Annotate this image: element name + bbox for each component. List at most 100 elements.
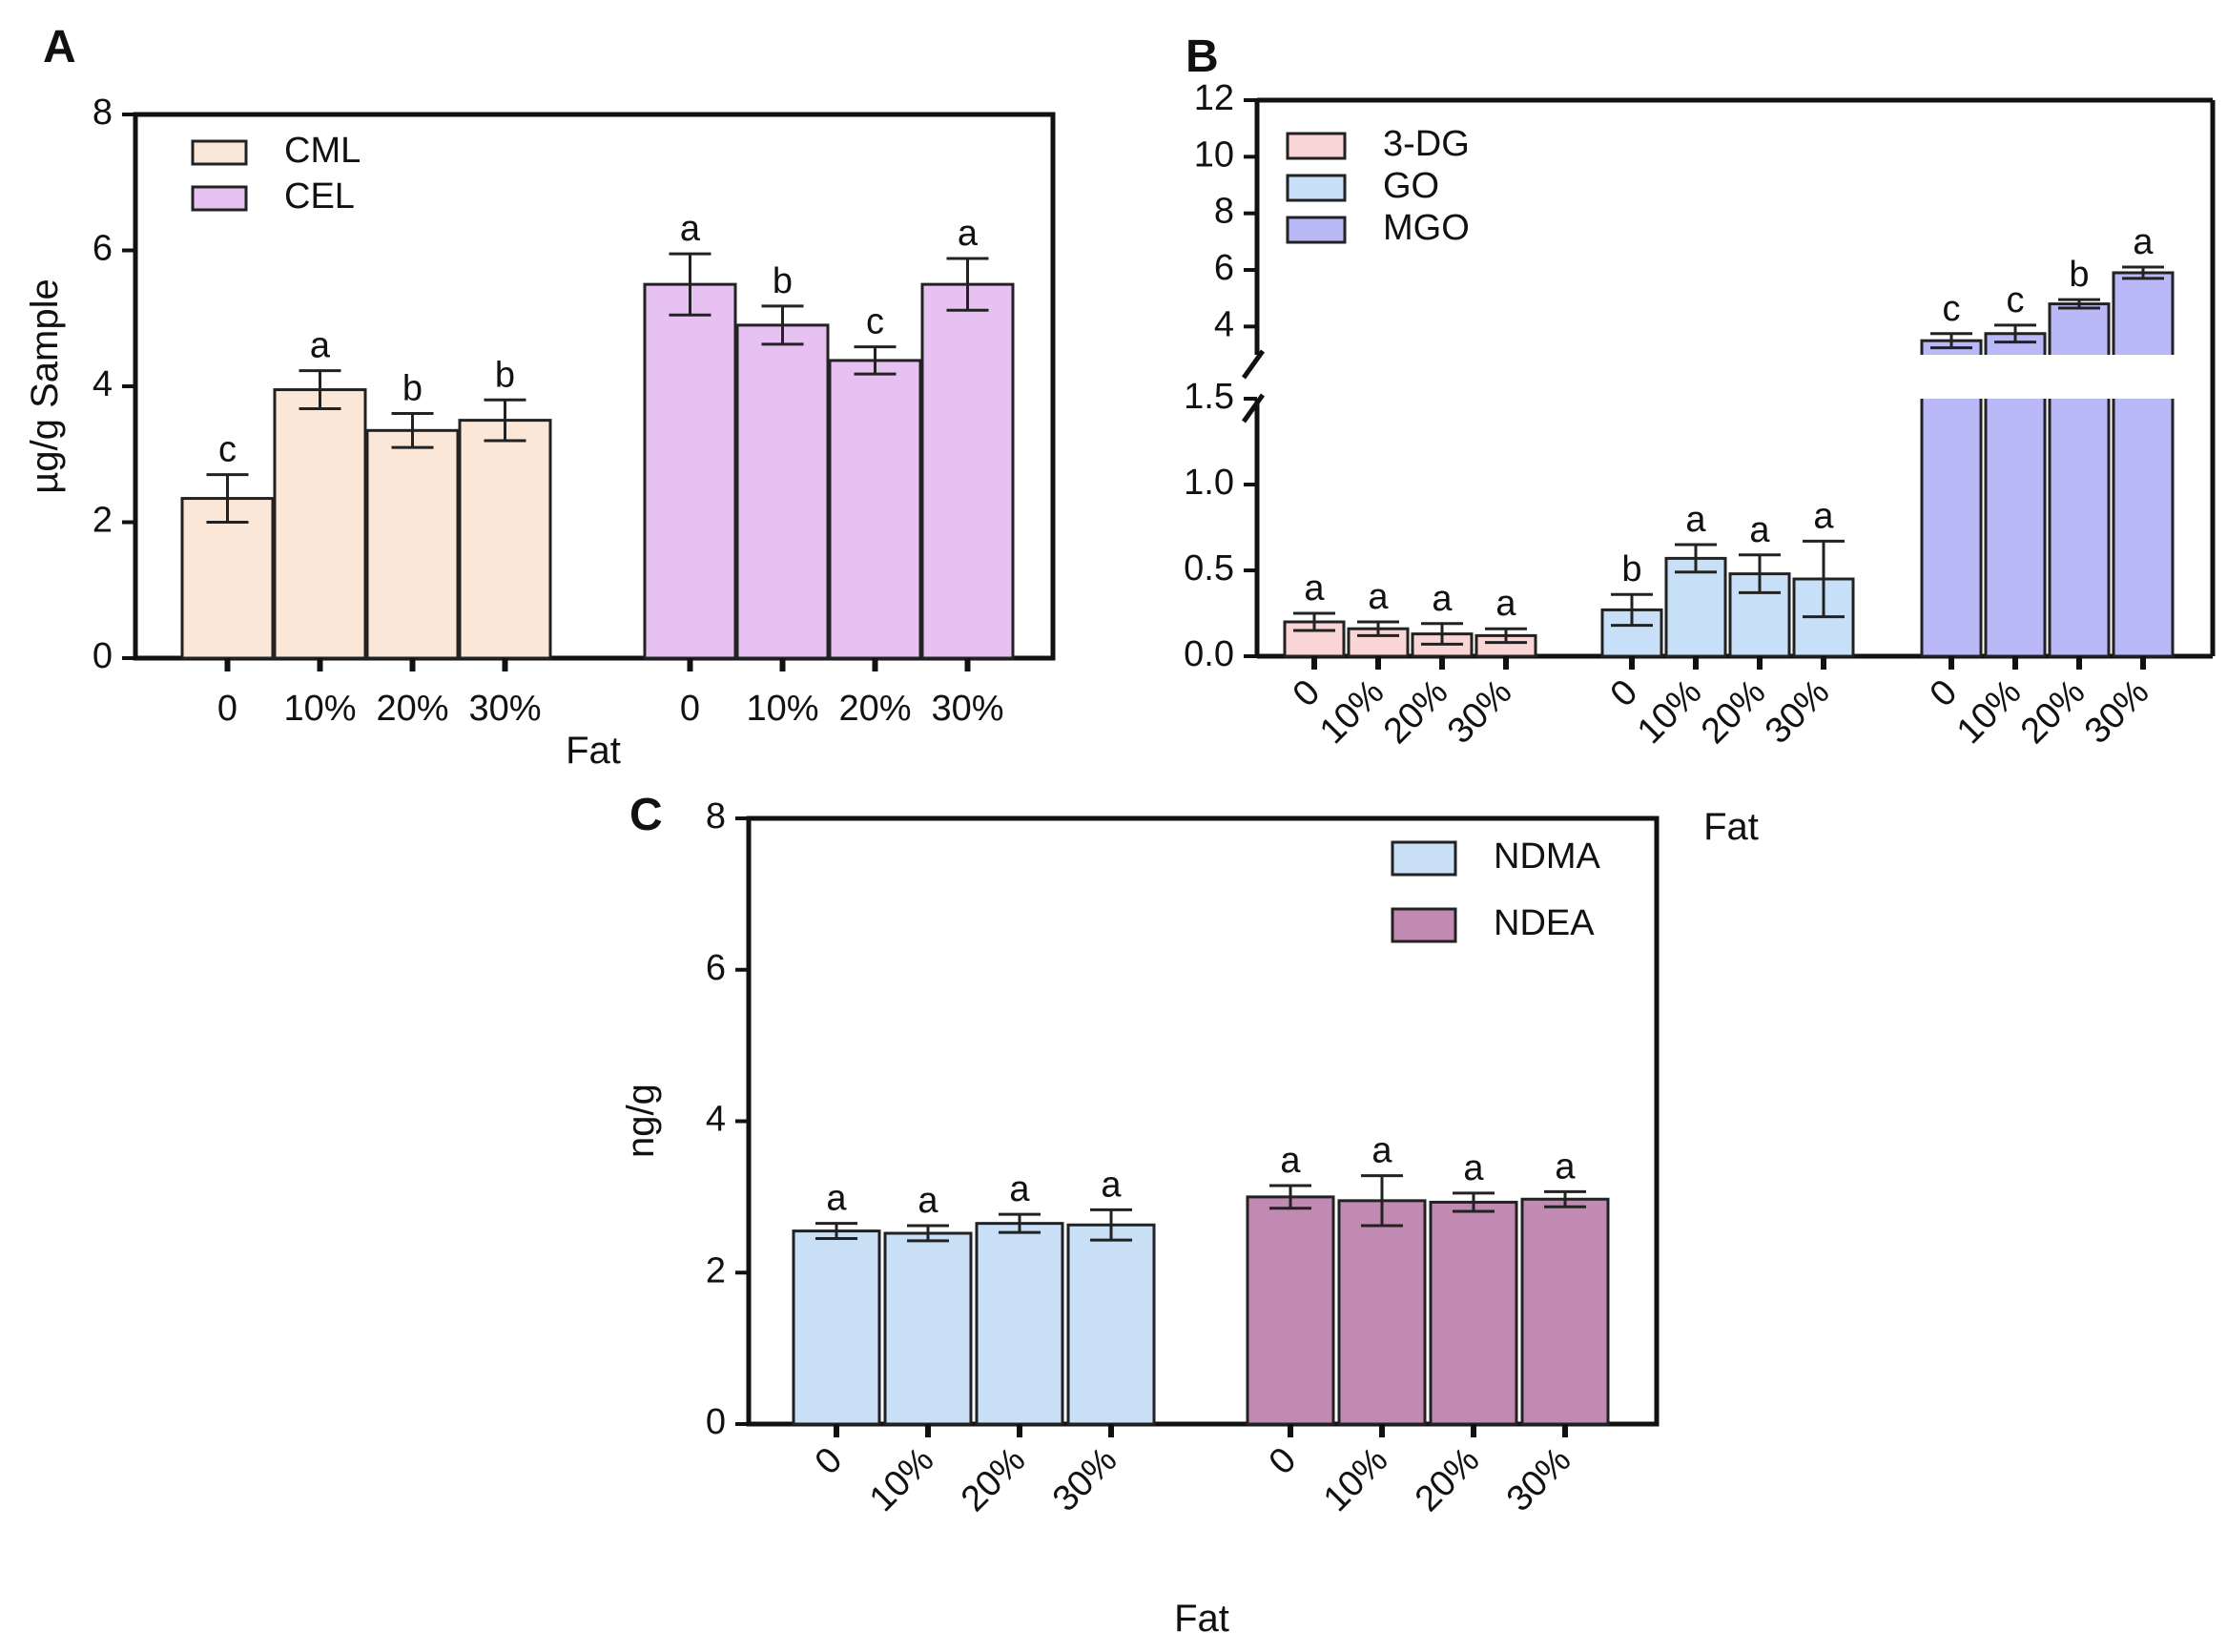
- x-axis-label: Fat: [1174, 1598, 1229, 1640]
- y-tick-label: 0: [706, 1402, 726, 1442]
- bar: [792, 1229, 881, 1426]
- x-tick-label: 20%: [2013, 672, 2093, 752]
- significance-letter: a: [1685, 500, 1706, 540]
- x-tick-label: 0: [217, 689, 237, 729]
- x-tick-label: 30%: [1758, 672, 1837, 752]
- legend-label: NDMA: [1494, 836, 1601, 877]
- bar: [458, 419, 552, 660]
- legend-label: GO: [1383, 166, 1439, 206]
- bar: [365, 428, 460, 660]
- significance-letter: b: [402, 369, 423, 409]
- significance-letter: b: [773, 261, 793, 301]
- y-tick-label: 12: [1194, 78, 1234, 118]
- axis-break-gap: [1918, 355, 2176, 399]
- x-axis-label: Fat: [1703, 806, 1759, 848]
- y-tick-label: 2: [706, 1250, 726, 1291]
- panel-letter: A: [43, 22, 76, 72]
- x-tick-label: 20%: [838, 689, 911, 729]
- significance-letter: a: [1304, 568, 1325, 609]
- significance-letter: a: [918, 1181, 938, 1221]
- x-tick-label: 30%: [2077, 672, 2156, 752]
- bar: [643, 282, 737, 660]
- x-tick-label: 20%: [1408, 1440, 1487, 1519]
- bar: [1429, 1200, 1518, 1426]
- x-tick-label: 10%: [283, 689, 356, 729]
- y-tick-label: 4: [706, 1100, 726, 1140]
- x-tick-label: 30%: [1499, 1440, 1578, 1519]
- y-tick-label: 8: [93, 93, 113, 133]
- x-tick-label: 10%: [1312, 672, 1392, 752]
- significance-letter: a: [1555, 1146, 1576, 1187]
- panel-a: A 0 2 4 6 8 c 0 a 10% b 20% b 30% a 0 b 10% c 20% a 30% CML CEL…: [24, 22, 1056, 772]
- y-tick-label: 1.0: [1184, 463, 1234, 503]
- panel-letter: C: [629, 790, 663, 840]
- bar: [2112, 271, 2175, 658]
- y-tick-label: 0: [93, 636, 113, 676]
- axis-break-mark: [1241, 349, 1266, 380]
- significance-letter: c: [866, 302, 884, 342]
- y-tick-label: 6: [93, 229, 113, 269]
- y-axis-label: µg/g Sample: [24, 279, 66, 493]
- significance-letter: a: [680, 209, 701, 249]
- bar: [920, 282, 1015, 660]
- significance-letter: a: [1101, 1165, 1122, 1205]
- significance-letter: a: [2133, 222, 2154, 262]
- significance-letter: c: [218, 430, 237, 470]
- significance-letter: c: [2007, 280, 2025, 320]
- x-tick-label: 10%: [746, 689, 818, 729]
- y-tick-label: 8: [706, 796, 726, 836]
- x-tick-label: 10%: [1630, 672, 1709, 752]
- bar: [735, 323, 830, 660]
- x-tick-label: 10%: [862, 1440, 941, 1519]
- significance-letter: a: [1432, 579, 1453, 619]
- y-tick-label: 2: [93, 501, 113, 541]
- significance-letter: c: [1943, 289, 1961, 329]
- legend-label: MGO: [1383, 208, 1470, 248]
- x-tick-label: 0: [1262, 1440, 1305, 1483]
- x-tick-label: 20%: [954, 1440, 1033, 1519]
- bar: [1066, 1223, 1156, 1426]
- panel-letter: B: [1186, 31, 1219, 82]
- significance-letter: a: [1813, 496, 1834, 536]
- x-tick-label: 0: [680, 689, 700, 729]
- y-tick-label: 6: [1214, 248, 1234, 288]
- bar: [828, 359, 922, 660]
- legend-swatch: [1286, 216, 1347, 244]
- panel-c: C 0 2 4 6 8 a 0 a 10% a 20% a 30% a 0 a 10% a 20% a 30% NDMA ND…: [620, 790, 1660, 1640]
- significance-letter: a: [1463, 1148, 1484, 1188]
- legend-swatch: [191, 185, 248, 212]
- y-axis-label: ng/g: [620, 1084, 662, 1158]
- y-tick-label: 4: [93, 364, 113, 404]
- bar: [883, 1231, 973, 1426]
- x-tick-label: 0: [1923, 672, 1966, 715]
- x-tick-label: 30%: [1440, 672, 1519, 752]
- x-axis-label: Fat: [566, 730, 621, 772]
- legend-swatch: [191, 139, 248, 166]
- bar: [1246, 1195, 1335, 1426]
- bar: [975, 1222, 1064, 1426]
- x-tick-label: 0: [808, 1440, 851, 1483]
- legend-swatch: [1391, 840, 1457, 877]
- significance-letter: a: [1280, 1141, 1301, 1181]
- panel-b: B 0.0 0.5 1.0 1.5 4 6 8 10 12 a 0 a 10% a 20% a 30% b 0 a 10%…: [1184, 31, 2216, 848]
- x-tick-label: 0: [1286, 672, 1329, 715]
- significance-letter: a: [1749, 510, 1770, 550]
- x-tick-label: 30%: [468, 689, 541, 729]
- y-tick-label: 0.5: [1184, 548, 1234, 589]
- legend-swatch: [1391, 907, 1457, 943]
- significance-letter: a: [1371, 1131, 1392, 1171]
- bar: [273, 388, 367, 660]
- legend-swatch: [1286, 174, 1347, 202]
- y-tick-label: 6: [706, 948, 726, 988]
- legend-label: NDEA: [1494, 903, 1595, 943]
- significance-letter: a: [1495, 584, 1516, 624]
- x-tick-label: 10%: [1949, 672, 2029, 752]
- bar: [1337, 1199, 1427, 1426]
- y-tick-label: 1.5: [1184, 377, 1234, 417]
- y-tick-label: 10: [1194, 134, 1234, 175]
- significance-letter: b: [495, 355, 515, 395]
- x-tick-label: 20%: [1376, 672, 1455, 752]
- legend-swatch: [1286, 132, 1347, 160]
- legend-label: CEL: [284, 176, 355, 217]
